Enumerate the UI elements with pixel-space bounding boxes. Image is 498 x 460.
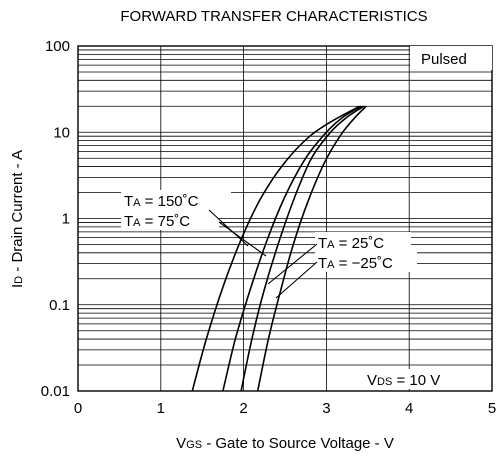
x-tick-label: 2 xyxy=(239,400,247,417)
ta75-main: T xyxy=(124,213,133,230)
x-axis-label: VGS - Gate to Source Voltage - V xyxy=(176,435,394,452)
x-tick-label: 4 xyxy=(405,400,413,417)
ta150-box xyxy=(121,190,231,210)
chart-title: FORWARD TRANSFER CHARACTERISTICS xyxy=(120,8,427,25)
y-tick-label: 10 xyxy=(53,124,70,141)
y-tick-label: 1 xyxy=(62,211,70,228)
ta75-sub: A xyxy=(133,217,141,229)
ta75-rest: = 75˚C xyxy=(141,213,191,230)
ta75-box xyxy=(121,210,219,230)
ta150-label: TA = 150˚C xyxy=(124,193,199,210)
series-line-1 xyxy=(222,105,362,392)
ta150-main: T xyxy=(124,193,133,210)
x-tick-label: 0 xyxy=(74,400,82,417)
x-tick-label: 3 xyxy=(322,400,330,417)
ta25-label: TA = 25˚C xyxy=(318,235,384,252)
pulsed-box xyxy=(410,46,492,70)
tam25-box xyxy=(315,252,417,272)
vds-box xyxy=(364,369,456,389)
y-tick-label: 100 xyxy=(45,38,70,55)
series-line-2 xyxy=(240,105,365,392)
ta75-leader xyxy=(218,221,267,257)
tam25-label: TA = −25˚C xyxy=(318,255,393,272)
ylabel-main: I xyxy=(9,284,26,288)
vds-label: VDS = 10 V xyxy=(367,372,440,389)
series-line-0 xyxy=(191,105,360,392)
ta25-leader xyxy=(267,243,318,285)
x-tick-label: 5 xyxy=(488,400,496,417)
ta150-sub: A xyxy=(133,197,141,209)
pulsed-label: Pulsed xyxy=(421,51,467,68)
xlabel-rest: - Gate to Source Voltage - V xyxy=(202,435,394,452)
ylabel-rest: - Drain Current - A xyxy=(9,150,26,276)
tam25-rest: = −25˚C xyxy=(335,255,394,272)
plot-frame xyxy=(77,45,493,392)
ta75-label: TA = 75˚C xyxy=(124,213,190,230)
y-tick-label: 0.1 xyxy=(49,297,70,314)
tam25-sub: A xyxy=(327,259,335,271)
ta25-rest: = 25˚C xyxy=(335,235,385,252)
xlabel-main: V xyxy=(176,435,186,452)
tick-labels: 0 1 2 3 4 5 0.01 0.1 1 10 100 xyxy=(41,38,496,417)
curves xyxy=(191,105,367,392)
series-line-3 xyxy=(256,105,367,392)
ta25-box xyxy=(315,232,411,252)
y-axis-label: ID - Drain Current - A xyxy=(9,150,26,288)
x-tick-label: 1 xyxy=(157,400,165,417)
vds-sub: DS xyxy=(377,376,392,388)
tam25-leader xyxy=(275,261,318,299)
ta25-main: T xyxy=(318,235,327,252)
ylabel-sub: D xyxy=(13,276,25,284)
tam25-main: T xyxy=(318,255,327,272)
ta25-sub: A xyxy=(327,239,335,251)
xlabel-sub: GS xyxy=(186,439,202,451)
y-tick-label: 0.01 xyxy=(41,383,70,400)
vds-rest: = 10 V xyxy=(392,372,440,389)
vds-main: V xyxy=(367,372,377,389)
ta150-leader xyxy=(208,209,249,247)
ta150-rest: = 150˚C xyxy=(141,193,199,210)
